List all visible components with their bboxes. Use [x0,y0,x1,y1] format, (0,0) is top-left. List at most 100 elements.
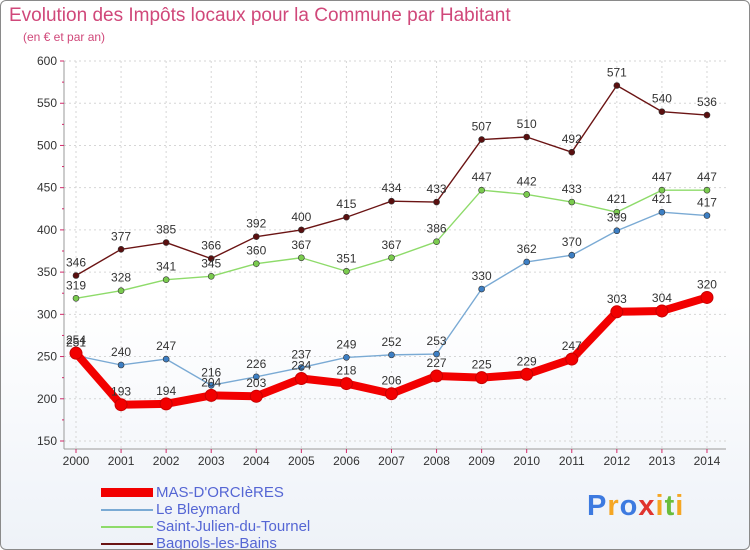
data-label-bagnols-les-bains: 540 [652,92,672,106]
data-point-le-bleymard [343,354,350,361]
data-label-le-bleymard: 240 [111,345,131,359]
legend-item-saint-julien: Saint-Julien-du-Tournel [101,518,310,535]
data-label-bagnols-les-bains: 377 [111,229,131,243]
data-point-bagnols-les-bains [72,272,80,279]
data-point-le-bleymard [207,381,215,389]
legend-label: MAS-D'ORCIèRES [156,484,284,501]
data-label-mas-d-orci-res: 203 [246,376,266,390]
legend-item-mas-dorcieres: MAS-D'ORCIèRES [101,484,310,501]
data-point-bagnols-les-bains [162,239,170,246]
data-point-saint-julien-du-tournel [207,273,215,280]
data-point-saint-julien-du-tournel [658,186,666,194]
chart-title: Evolution des Impôts locaux pour la Comm… [9,5,511,26]
data-label-saint-julien-du-tournel: 351 [336,251,356,265]
data-label-le-bleymard: 216 [201,365,221,379]
data-point-le-bleymard [658,208,666,216]
data-label-saint-julien-du-tournel: 447 [652,170,672,184]
data-label-mas-d-orci-res: 247 [562,339,582,353]
data-point-bagnols-les-bains [298,226,305,234]
data-point-mas-d-orci-res [475,371,489,385]
x-tick-label: 2006 [333,454,360,468]
chart-legend: MAS-D'ORCIèRES Le Bleymard Saint-Julien-… [101,484,310,550]
data-label-le-bleymard: 330 [472,269,492,283]
data-point-saint-julien-du-tournel [388,254,395,262]
data-point-le-bleymard [117,361,125,369]
data-point-mas-d-orci-res [430,369,444,383]
data-label-bagnols-les-bains: 415 [336,197,356,211]
x-tick-label: 2013 [649,454,676,468]
legend-swatch-bagnols [101,542,153,545]
data-point-le-bleymard [162,355,170,363]
data-point-le-bleymard [388,351,395,359]
data-label-mas-d-orci-res: 194 [156,384,176,398]
data-point-bagnols-les-bains [343,213,350,221]
data-point-saint-julien-du-tournel [478,186,485,194]
data-point-saint-julien-du-tournel [568,198,576,206]
data-point-mas-d-orci-res [700,290,714,304]
data-point-saint-julien-du-tournel [117,287,125,294]
data-label-saint-julien-du-tournel: 319 [66,278,86,292]
data-point-bagnols-les-bains [613,82,621,89]
x-tick-label: 2011 [559,454,585,468]
data-point-bagnols-les-bains [523,133,531,141]
data-label-mas-d-orci-res: 254 [66,333,86,347]
data-label-saint-julien-du-tournel: 345 [201,256,221,270]
data-point-saint-julien-du-tournel [433,238,440,246]
data-label-saint-julien-du-tournel: 341 [156,260,176,274]
data-label-bagnols-les-bains: 366 [201,239,221,253]
data-label-bagnols-les-bains: 492 [562,132,582,146]
data-point-saint-julien-du-tournel [162,276,170,284]
data-point-saint-julien-du-tournel [252,260,260,267]
legend-swatch-saint-julien [101,525,153,528]
data-label-saint-julien-du-tournel: 447 [697,170,717,184]
y-tick-label: 550 [37,96,57,110]
data-point-bagnols-les-bains [117,246,125,253]
data-label-le-bleymard: 247 [156,339,176,353]
data-label-bagnols-les-bains: 510 [517,117,537,131]
data-label-le-bleymard: 237 [291,348,311,362]
data-label-saint-julien-du-tournel: 360 [246,244,266,258]
data-label-bagnols-les-bains: 507 [472,120,492,134]
data-label-le-bleymard: 253 [427,334,447,348]
data-label-mas-d-orci-res: 304 [652,291,672,305]
data-point-mas-d-orci-res [114,398,128,412]
x-tick-label: 2007 [378,454,405,468]
data-point-mas-d-orci-res [69,346,83,360]
chart-subtitle: (en € et par an) [23,30,106,44]
legend-label: Saint-Julien-du-Tournel [156,518,311,535]
data-label-mas-d-orci-res: 193 [111,385,131,399]
logo-letter: P [587,490,608,522]
data-point-mas-d-orci-res [294,372,308,386]
y-tick-label: 300 [37,307,57,321]
data-label-le-bleymard: 362 [517,242,537,256]
data-label-le-bleymard: 417 [697,196,717,210]
data-label-saint-julien-du-tournel: 447 [472,170,492,184]
data-label-saint-julien-du-tournel: 328 [111,271,131,285]
data-point-bagnols-les-bains [703,111,711,119]
data-label-saint-julien-du-tournel: 421 [607,192,627,206]
data-point-mas-d-orci-res [249,389,263,403]
data-point-mas-d-orci-res [339,377,353,391]
x-tick-label: 2003 [198,454,225,468]
data-point-saint-julien-du-tournel [523,191,531,198]
data-label-le-bleymard: 251 [66,336,86,350]
data-label-mas-d-orci-res: 227 [427,356,447,370]
y-tick-label: 150 [37,434,57,448]
data-point-saint-julien-du-tournel [703,186,711,194]
x-tick-label: 2004 [243,454,270,468]
data-label-le-bleymard: 226 [246,357,266,371]
data-label-saint-julien-du-tournel: 433 [562,182,582,196]
y-tick-label: 200 [37,392,57,406]
data-point-saint-julien-du-tournel [72,294,80,302]
data-label-bagnols-les-bains: 571 [607,65,627,79]
data-label-le-bleymard: 370 [562,235,582,249]
legend-item-le-bleymard: Le Bleymard [101,501,310,518]
data-point-le-bleymard [433,350,440,358]
legend-label: Bagnols-les-Bains [156,535,277,550]
data-label-saint-julien-du-tournel: 367 [381,238,401,252]
data-label-mas-d-orci-res: 204 [201,375,221,389]
data-point-le-bleymard [568,251,576,259]
logo-letter: x [638,490,656,522]
data-label-bagnols-les-bains: 385 [156,223,176,237]
